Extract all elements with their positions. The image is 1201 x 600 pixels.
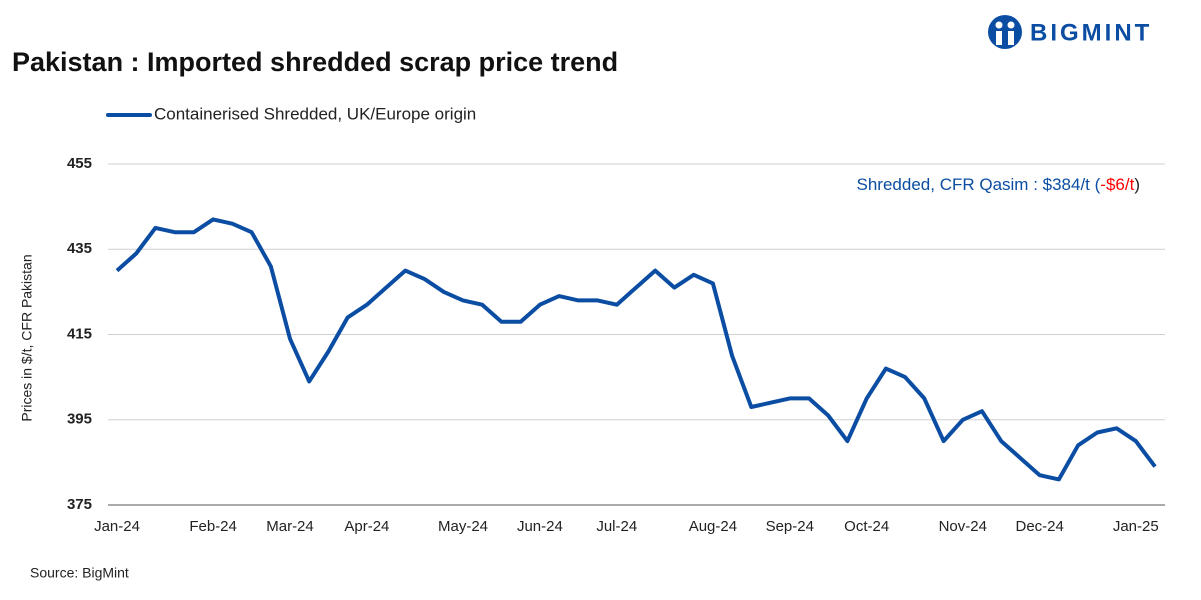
x-tick-label: Apr-24 bbox=[344, 518, 389, 535]
x-tick-label: Feb-24 bbox=[189, 518, 237, 535]
series-line bbox=[115, 217, 1157, 482]
x-tick-label: Dec-24 bbox=[1015, 518, 1063, 535]
x-tick-label: Nov-24 bbox=[939, 518, 987, 535]
y-tick-label: 435 bbox=[67, 240, 92, 257]
x-tick-label: Jan-24 bbox=[94, 518, 140, 535]
x-tick-label: Sep-24 bbox=[766, 518, 814, 535]
annotation: Shredded, CFR Qasim : $384/t (-$6/t) bbox=[857, 175, 1140, 194]
logo-text: BIGMINT bbox=[1030, 19, 1152, 46]
logo-icon bbox=[988, 15, 1022, 49]
annotation-part: Shredded, CFR Qasim : $384/t ( bbox=[857, 175, 1101, 194]
x-tick-label: Aug-24 bbox=[689, 518, 737, 535]
y-tick-label: 415 bbox=[67, 325, 92, 342]
x-tick-label: Jun-24 bbox=[517, 518, 563, 535]
x-tick-label: Jan-25 bbox=[1113, 518, 1159, 535]
annotation-part: -$6/t bbox=[1100, 175, 1134, 194]
x-tick-label: Jul-24 bbox=[596, 518, 637, 535]
y-tick-label: 395 bbox=[67, 411, 92, 428]
y-tick-label: 455 bbox=[67, 155, 92, 172]
y-tick-label: 375 bbox=[67, 496, 92, 513]
chart-title: Pakistan : Imported shredded scrap price… bbox=[12, 47, 618, 77]
x-tick-label: May-24 bbox=[438, 518, 488, 535]
x-tick-label: Oct-24 bbox=[844, 518, 889, 535]
y-axis-label: Prices in $/t, CFR Pakistan bbox=[19, 254, 35, 421]
annotation-part: ) bbox=[1134, 175, 1140, 194]
legend-label: Containerised Shredded, UK/Europe origin bbox=[154, 104, 476, 123]
x-tick-label: Mar-24 bbox=[266, 518, 314, 535]
source: Source: BigMint bbox=[30, 565, 129, 581]
